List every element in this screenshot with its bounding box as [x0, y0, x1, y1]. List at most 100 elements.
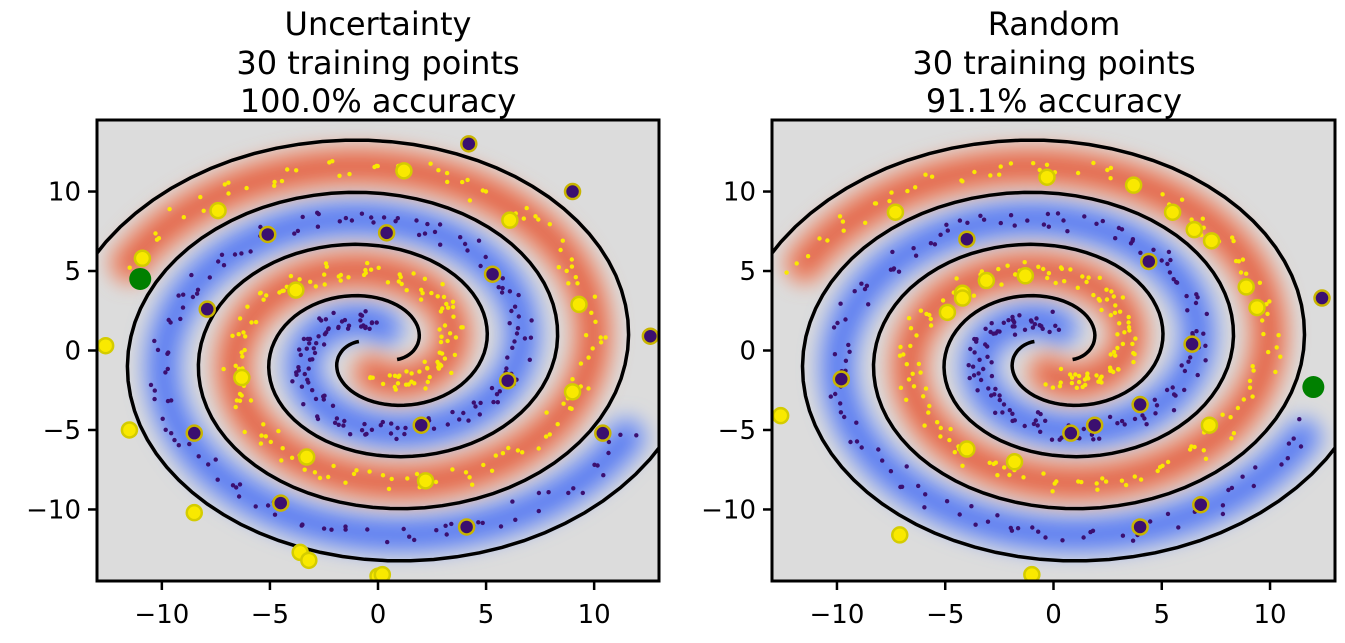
class-0-data-dot [187, 441, 192, 447]
training-point-class-1 [1005, 453, 1024, 471]
training-point-class-0 [271, 494, 290, 512]
class-1-data-dot [1007, 472, 1012, 478]
class-1-data-dot [249, 320, 254, 325]
decision-boundary [800, 190, 1335, 563]
class-0-data-dot [473, 404, 478, 409]
class-0-data-dot [296, 365, 301, 370]
y-axis: −10 −5 0 5 10 [701, 178, 772, 525]
class-1-data-dot [547, 432, 552, 437]
class-1-data-dot [926, 410, 931, 415]
class-0-data-dot [838, 401, 843, 406]
chart-title-line-2: 30 training points [236, 44, 519, 82]
training-point-class-1 [1237, 278, 1255, 296]
class-1-data-dot [1108, 368, 1113, 373]
class-0-data-dot [336, 324, 341, 330]
class-1-data-dot [904, 397, 909, 402]
class-1-data-dot [437, 327, 442, 332]
class-0-data-dot [1184, 293, 1189, 299]
training-point-class-1 [1016, 267, 1035, 285]
class-0-data-dot [1170, 385, 1175, 390]
class-0-data-dot [944, 222, 949, 227]
class-1-data-dot [1108, 352, 1113, 357]
training-point-class-1 [373, 565, 392, 581]
class-0-data-dot [380, 419, 385, 425]
class-0-data-dot [168, 320, 173, 325]
class-0-data-dot [1043, 418, 1048, 423]
class-1-data-dot [1261, 331, 1266, 337]
class-0-data-dot [854, 420, 859, 425]
class-0-data-dot [938, 232, 943, 237]
class-0-data-dot [977, 357, 982, 362]
class-0-data-dot [1285, 456, 1291, 461]
class-0-data-dot [365, 527, 370, 532]
plot-area [95, 118, 661, 583]
class-0-data-dot [507, 289, 513, 294]
class-1-data-dot [923, 172, 928, 177]
y-tick-label: −5 [718, 416, 756, 446]
class-0-data-dot [1165, 261, 1170, 267]
class-0-data-dot [833, 391, 838, 397]
class-0-data-dot [1030, 525, 1035, 530]
training-point-class-0 [198, 300, 216, 318]
class-1-data-dot [1069, 375, 1075, 380]
class-0-data-dot [1182, 387, 1187, 393]
training-point-class-1 [300, 551, 318, 570]
class-1-data-dot [343, 480, 348, 485]
class-0-data-dot [989, 321, 994, 326]
y-tick-label: 0 [64, 337, 81, 367]
class-0-probability-band [816, 196, 1325, 557]
class-1-data-dot [1062, 279, 1067, 284]
class-1-data-dot [405, 476, 410, 481]
x-axis: −10 −5 0 5 10 [134, 581, 611, 630]
class-1-data-dot [258, 290, 263, 295]
class-1-data-dot [1076, 373, 1082, 379]
class-1-data-dot [1053, 280, 1058, 286]
class-1-data-dot [354, 468, 359, 473]
class-0-data-dot [449, 521, 454, 527]
class-0-data-dot [1043, 535, 1048, 540]
class-0-data-dot [1090, 528, 1096, 533]
class-1-data-dot [918, 370, 923, 375]
class-0-data-dot [1100, 218, 1106, 224]
class-0-data-dot [1182, 368, 1188, 374]
class-0-data-dot [981, 217, 987, 222]
class-1-data-dot [910, 371, 915, 376]
class-0-data-dot [516, 314, 521, 319]
class-0-data-dot [898, 484, 903, 490]
class-0-data-dot [1194, 329, 1199, 334]
class-1-data-dot [389, 476, 394, 482]
class-1-data-dot [1241, 397, 1247, 402]
class-1-data-dot [226, 191, 231, 196]
class-1-data-dot [586, 386, 591, 391]
class-1-data-dot [326, 474, 331, 480]
class-1-data-dot [1200, 216, 1206, 221]
class-0-data-dot [976, 371, 981, 376]
class-0-data-dot [434, 528, 439, 533]
class-1-data-dot [1189, 217, 1194, 222]
class-0-data-dot [512, 304, 518, 309]
class-0-data-dot [1010, 411, 1015, 416]
class-0-data-dot [923, 492, 928, 497]
class-1-data-dot [1112, 310, 1118, 315]
class-1-data-dot [1099, 307, 1104, 313]
class-1-data-dot [422, 276, 428, 281]
class-0-data-dot [194, 291, 200, 296]
class-0-data-dot [971, 373, 977, 378]
class-1-data-dot [447, 331, 453, 336]
class-1-data-dot [1228, 415, 1233, 420]
class-1-data-dot [440, 282, 445, 287]
class-0-data-dot [916, 483, 921, 489]
class-0-data-dot [529, 318, 534, 323]
class-1-data-dot [901, 352, 906, 357]
class-0-data-dot [152, 388, 157, 393]
class-1-data-dot [570, 377, 575, 382]
training-point-class-1 [958, 440, 976, 458]
class-1-data-dot [1165, 459, 1171, 465]
class-0-data-dot [1186, 359, 1191, 364]
class-1-data-dot [1250, 364, 1255, 369]
class-0-data-dot [1220, 511, 1226, 517]
training-point-class-0 [641, 327, 659, 345]
class-0-data-dot [1203, 343, 1208, 348]
class-0-data-dot [1166, 249, 1172, 255]
class-1-data-dot [543, 434, 549, 439]
